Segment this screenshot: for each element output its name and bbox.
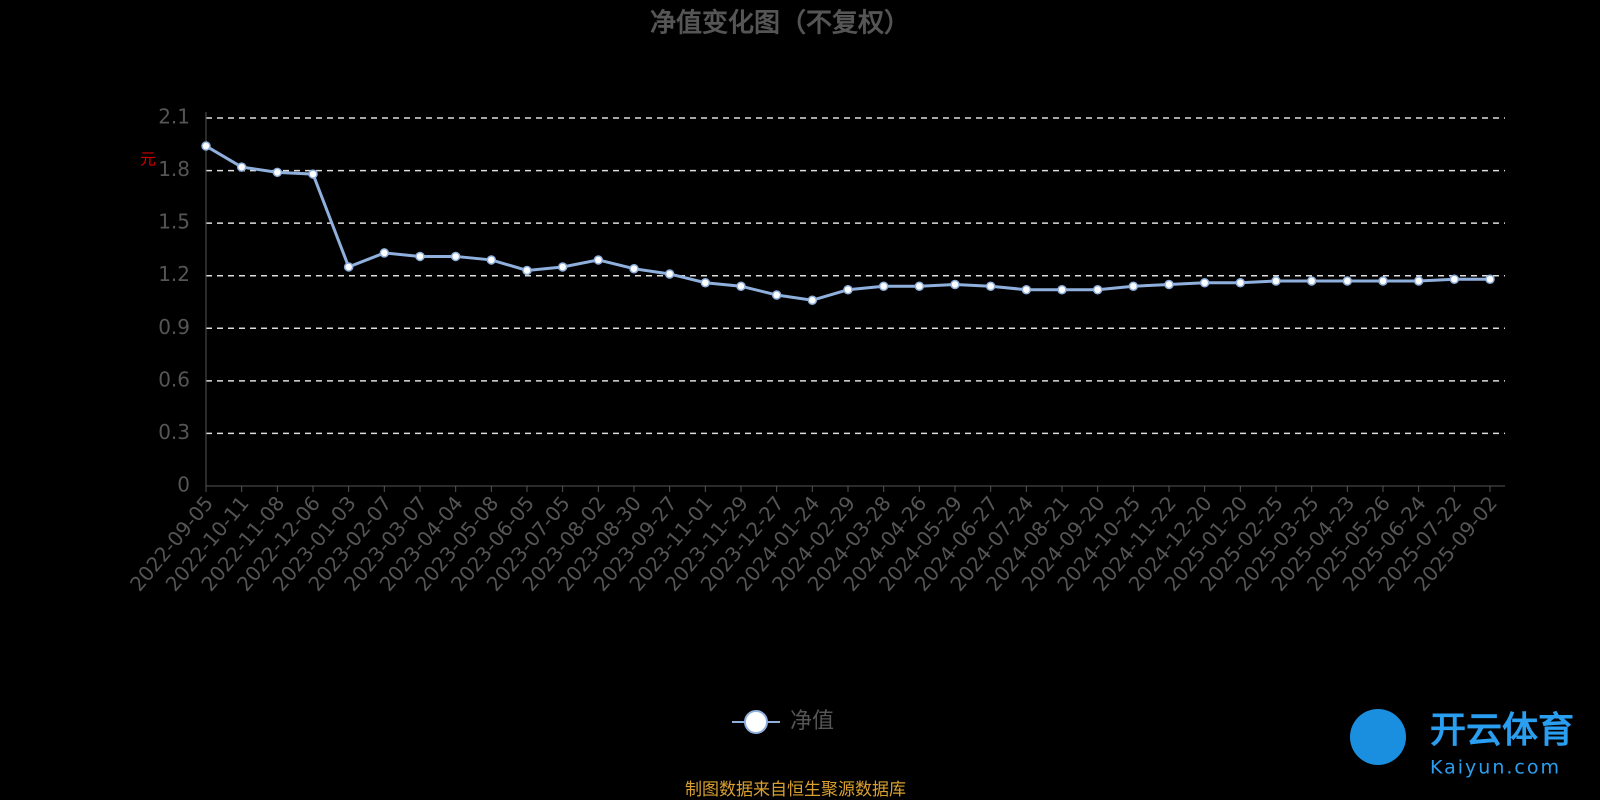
y-tick-label: 2.1 — [158, 105, 190, 129]
point — [201, 141, 211, 151]
point — [807, 295, 818, 305]
y-tick-label: 1.8 — [158, 157, 190, 181]
point — [914, 281, 925, 291]
point — [700, 277, 711, 288]
point — [308, 169, 318, 179]
point — [379, 248, 390, 258]
point — [557, 262, 568, 272]
watermark-url: Kaiyun.com — [1430, 757, 1561, 779]
point — [593, 255, 604, 265]
point — [1413, 276, 1424, 286]
point — [486, 255, 497, 265]
point — [1199, 277, 1210, 288]
legend-marker — [744, 710, 768, 734]
logo-icon — [1350, 709, 1406, 765]
point — [950, 279, 960, 290]
point — [1128, 281, 1139, 291]
point — [1306, 276, 1317, 286]
point — [522, 265, 532, 276]
watermark-name: 开云体育 — [1430, 710, 1574, 751]
point — [1378, 276, 1388, 286]
point — [1057, 284, 1067, 295]
point — [1342, 276, 1353, 286]
point — [450, 251, 461, 262]
y-tick-label: 1.2 — [158, 262, 190, 286]
point — [1235, 277, 1246, 288]
point — [843, 284, 853, 295]
point — [878, 281, 889, 291]
point — [736, 281, 746, 291]
y-tick-label: 0.9 — [158, 315, 190, 339]
point — [1092, 284, 1103, 295]
watermark: 开云体育 Kaiyun.com — [1350, 709, 1574, 779]
y-tick-label: 0.6 — [158, 367, 190, 391]
point — [415, 251, 425, 262]
point — [272, 167, 283, 178]
point — [985, 281, 996, 291]
point — [1271, 276, 1281, 286]
point — [236, 162, 247, 172]
point — [1021, 284, 1032, 295]
y-tick-label: 1.5 — [158, 210, 190, 234]
point — [771, 290, 782, 300]
point — [1449, 274, 1460, 284]
chart-title: 净值变化图（不复权） — [650, 8, 910, 39]
point — [1164, 279, 1174, 290]
legend-label: 净值 — [790, 709, 834, 734]
y-tick-label: 0 — [177, 473, 190, 497]
point — [343, 262, 354, 272]
point — [1485, 274, 1495, 284]
point — [629, 263, 639, 274]
y-tick-label: 0.3 — [158, 420, 190, 444]
y-axis-label: 元 — [140, 150, 156, 169]
source: 制图数据来自恒生聚源数据库 — [685, 780, 906, 800]
point — [664, 269, 675, 279]
